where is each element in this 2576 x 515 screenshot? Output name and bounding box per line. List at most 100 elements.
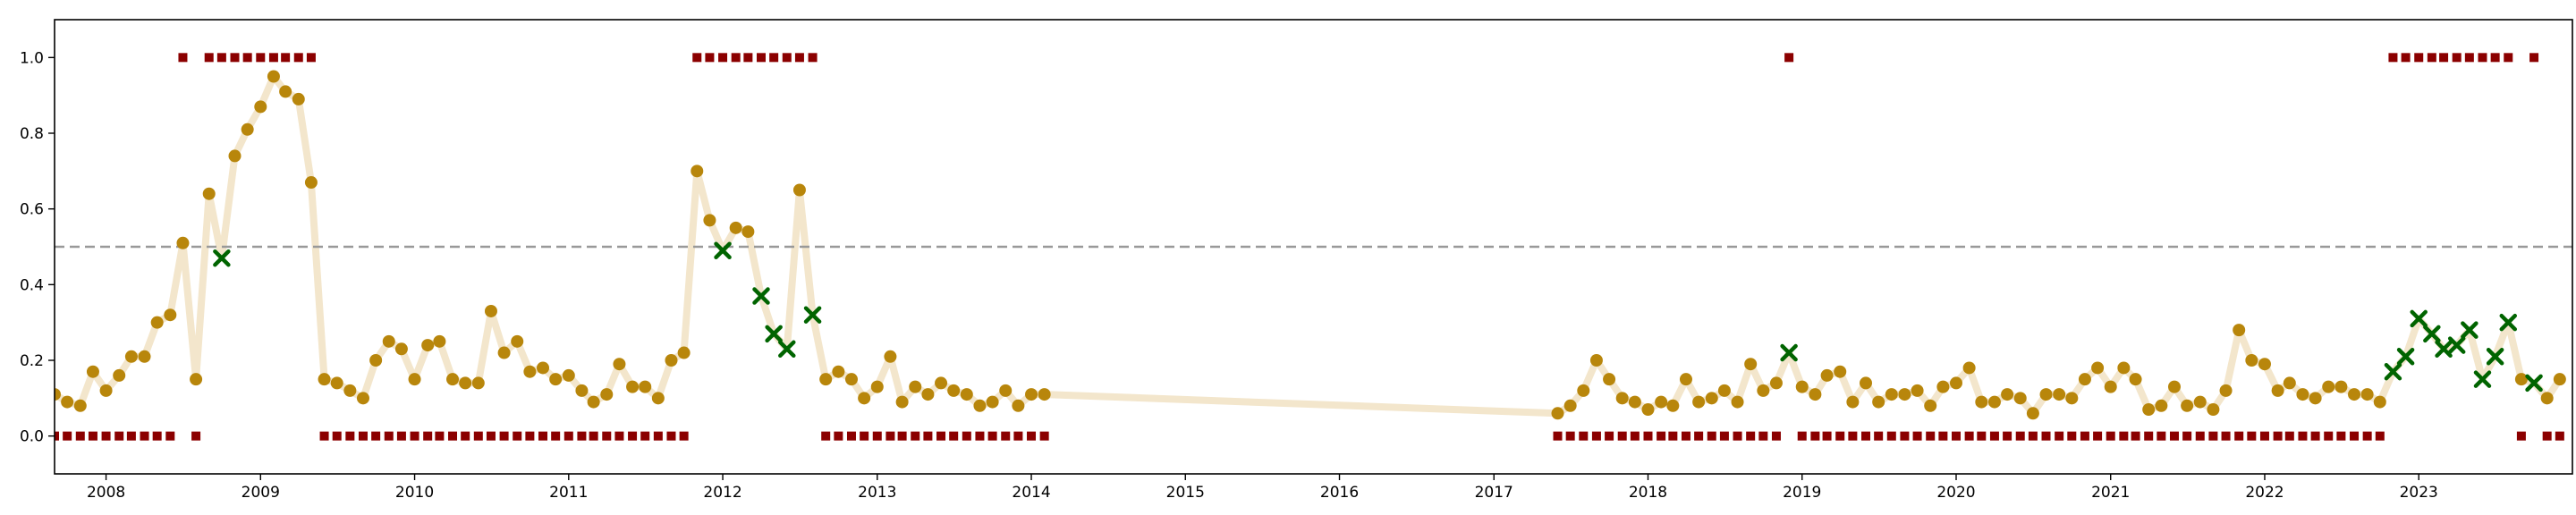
label-marker-122 <box>2119 431 2129 441</box>
x-tick-label-14: 2022 <box>2245 484 2284 502</box>
label-marker-131 <box>2234 431 2244 441</box>
label-marker-56 <box>769 53 779 63</box>
score-point-20 <box>304 176 318 190</box>
label-marker-19 <box>293 53 303 63</box>
score-point-107 <box>1924 399 1937 412</box>
label-marker-61 <box>834 431 843 441</box>
score-point-94 <box>1757 384 1770 397</box>
score-point-130 <box>2219 384 2233 397</box>
label-marker-52 <box>718 53 728 63</box>
label-marker-139 <box>2336 431 2346 441</box>
label-marker-5 <box>114 431 124 441</box>
label-marker-26 <box>384 431 394 441</box>
score-point-45 <box>626 380 640 393</box>
flagged-marker-stroke <box>2461 321 2479 339</box>
axes: 0.0 0.2 0.4 0.6 0.8 1.0 2008 2009 2010 2011 2012 20… <box>20 49 2438 502</box>
score-point-62 <box>844 373 858 386</box>
score-point-98 <box>1809 388 1822 401</box>
score-point-87 <box>1666 399 1680 412</box>
label-marker-156 <box>2555 431 2564 441</box>
label-marker-17 <box>268 53 278 63</box>
label-marker-96 <box>1784 53 1794 63</box>
score-point-72 <box>973 399 987 412</box>
score-point-27 <box>394 342 408 356</box>
label-marker-12 <box>204 53 214 63</box>
flagged-markers <box>213 241 2543 393</box>
label-marker-16 <box>256 53 266 63</box>
label-marker-74 <box>1001 431 1011 441</box>
label-marker-81 <box>1591 431 1601 441</box>
score-point-101 <box>1846 395 1860 409</box>
label-marker-42 <box>589 431 598 441</box>
flagged-marker-stroke <box>803 306 822 324</box>
score-point-92 <box>1731 395 1744 409</box>
label-marker-1 <box>63 431 72 441</box>
label-marker-39 <box>551 431 561 441</box>
flagged-marker-13 <box>213 249 231 267</box>
label-marker-118 <box>2067 431 2077 441</box>
label-marker-90 <box>1707 431 1716 441</box>
label-marker-25 <box>371 431 381 441</box>
score-point-69 <box>935 376 948 390</box>
label-marker-73 <box>987 431 997 441</box>
label-marker-4 <box>101 431 111 441</box>
score-point-131 <box>2233 324 2246 337</box>
x-tick-label-15: 2023 <box>2400 484 2438 502</box>
label-marker-48 <box>666 431 676 441</box>
score-point-2 <box>73 399 87 412</box>
flagged-marker-stroke <box>1780 343 1798 362</box>
label-marker-65 <box>886 431 895 441</box>
label-marker-144 <box>2401 53 2411 63</box>
flagged-marker-stroke <box>714 241 732 259</box>
label-marker-145 <box>2414 53 2424 63</box>
label-marker-53 <box>731 53 741 63</box>
x-tick-label-0: 2008 <box>87 484 125 502</box>
label-marker-40 <box>564 431 573 441</box>
plot-area <box>55 53 2572 441</box>
label-marker-85 <box>1643 431 1653 441</box>
score-point-116 <box>2039 388 2053 401</box>
label-marker-109 <box>1951 431 1961 441</box>
label-markers <box>55 53 2564 441</box>
score-point-15 <box>241 122 254 136</box>
score-point-16 <box>254 100 267 114</box>
label-marker-46 <box>640 431 650 441</box>
label-marker-45 <box>628 431 638 441</box>
score-point-83 <box>1615 392 1629 405</box>
x-tick-label-10: 2018 <box>1629 484 1667 502</box>
label-marker-77 <box>1039 431 1049 441</box>
score-point-73 <box>986 395 999 409</box>
label-marker-92 <box>1733 431 1742 441</box>
label-marker-78 <box>1553 431 1563 441</box>
label-marker-38 <box>538 431 548 441</box>
score-point-156 <box>2553 373 2566 386</box>
score-point-29 <box>421 339 435 352</box>
score-point-128 <box>2193 395 2207 409</box>
label-marker-80 <box>1579 431 1589 441</box>
score-point-135 <box>2283 376 2296 390</box>
score-point-26 <box>382 334 395 348</box>
flagged-marker-stroke <box>2473 370 2492 388</box>
y-tick-label-3: 0.6 <box>20 201 44 219</box>
score-point-32 <box>459 376 472 390</box>
label-marker-95 <box>1771 431 1781 441</box>
label-marker-114 <box>2015 431 2025 441</box>
flagged-marker-stroke <box>2396 348 2415 366</box>
label-marker-43 <box>602 431 612 441</box>
score-point-37 <box>523 365 537 378</box>
label-marker-9 <box>165 431 175 441</box>
flagged-marker-144 <box>2396 348 2415 366</box>
flagged-marker-stroke <box>2525 374 2543 393</box>
flagged-marker-stroke <box>2384 362 2402 381</box>
label-marker-130 <box>2221 431 2231 441</box>
label-marker-108 <box>1938 431 1948 441</box>
flagged-marker-stroke <box>778 340 796 359</box>
label-marker-57 <box>782 53 792 63</box>
score-point-136 <box>2296 388 2309 401</box>
label-marker-125 <box>2157 431 2166 441</box>
score-point-71 <box>960 388 973 401</box>
score-point-40 <box>562 368 575 382</box>
label-marker-129 <box>2208 431 2218 441</box>
label-marker-24 <box>358 431 368 441</box>
